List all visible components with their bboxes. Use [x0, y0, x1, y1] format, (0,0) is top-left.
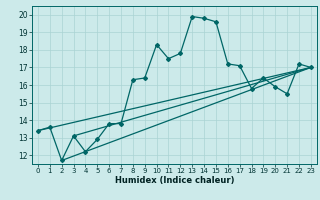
X-axis label: Humidex (Indice chaleur): Humidex (Indice chaleur)	[115, 176, 234, 185]
